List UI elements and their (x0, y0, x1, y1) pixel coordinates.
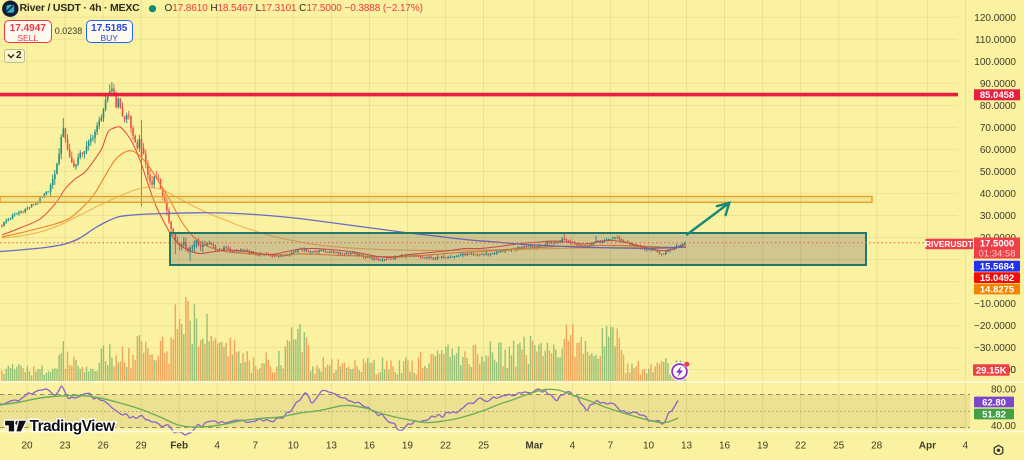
svg-text:22: 22 (795, 441, 807, 452)
svg-text:−10.0000: −10.0000 (974, 299, 1016, 310)
svg-text:4: 4 (570, 441, 576, 452)
svg-text:15.5684: 15.5684 (980, 262, 1015, 273)
svg-text:29.15K: 29.15K (976, 365, 1007, 376)
svg-text:50.0000: 50.0000 (980, 167, 1017, 178)
svg-text:60.0000: 60.0000 (980, 145, 1017, 156)
svg-text:01:34:58: 01:34:58 (979, 249, 1016, 260)
svg-text:40.0000: 40.0000 (980, 189, 1017, 200)
svg-text:80.00: 80.00 (991, 384, 1016, 395)
svg-text:Mar: Mar (525, 441, 543, 452)
svg-text:70.0000: 70.0000 (980, 123, 1017, 134)
svg-text:17.5000: 17.5000 (980, 238, 1014, 249)
svg-text:51.82: 51.82 (982, 409, 1006, 420)
svg-text:10: 10 (288, 441, 300, 452)
svg-text:120.0000: 120.0000 (974, 13, 1016, 24)
svg-text:TradingView: TradingView (30, 418, 116, 435)
svg-text:16: 16 (364, 441, 376, 452)
svg-text:20: 20 (21, 441, 33, 452)
svg-text:10: 10 (643, 441, 655, 452)
svg-text:110.0000: 110.0000 (975, 35, 1016, 46)
svg-text:23: 23 (59, 441, 71, 452)
svg-text:4: 4 (963, 441, 969, 452)
svg-text:13: 13 (326, 441, 338, 452)
svg-text:25: 25 (833, 441, 845, 452)
svg-text:4: 4 (214, 441, 220, 452)
svg-text:19: 19 (402, 441, 414, 452)
svg-text:Apr: Apr (919, 441, 936, 452)
svg-text:13: 13 (681, 441, 693, 452)
svg-text:80.0000: 80.0000 (980, 101, 1017, 112)
svg-text:Feb: Feb (170, 441, 188, 452)
svg-text:7: 7 (253, 441, 259, 452)
svg-text:−30.0000: −30.0000 (974, 343, 1016, 354)
svg-text:100.0000: 100.0000 (974, 57, 1016, 68)
svg-text:85.0458: 85.0458 (980, 90, 1014, 101)
svg-text:14.8275: 14.8275 (980, 284, 1015, 295)
svg-text:62.80: 62.80 (982, 397, 1006, 408)
svg-text:15.0492: 15.0492 (980, 273, 1014, 284)
svg-text:16: 16 (719, 441, 731, 452)
svg-text:90.0000: 90.0000 (980, 79, 1017, 90)
svg-text:26: 26 (98, 441, 110, 452)
svg-text:29: 29 (136, 441, 148, 452)
svg-text:−20.0000: −20.0000 (974, 321, 1016, 332)
svg-text:40.00: 40.00 (991, 421, 1016, 432)
svg-text:RIVERUSDT: RIVERUSDT (925, 239, 973, 249)
svg-text:28: 28 (871, 441, 883, 452)
svg-text:22: 22 (440, 441, 452, 452)
svg-text:19: 19 (757, 441, 769, 452)
svg-text:30.0000: 30.0000 (980, 211, 1017, 222)
svg-text:25: 25 (478, 441, 490, 452)
svg-text:7: 7 (608, 441, 614, 452)
